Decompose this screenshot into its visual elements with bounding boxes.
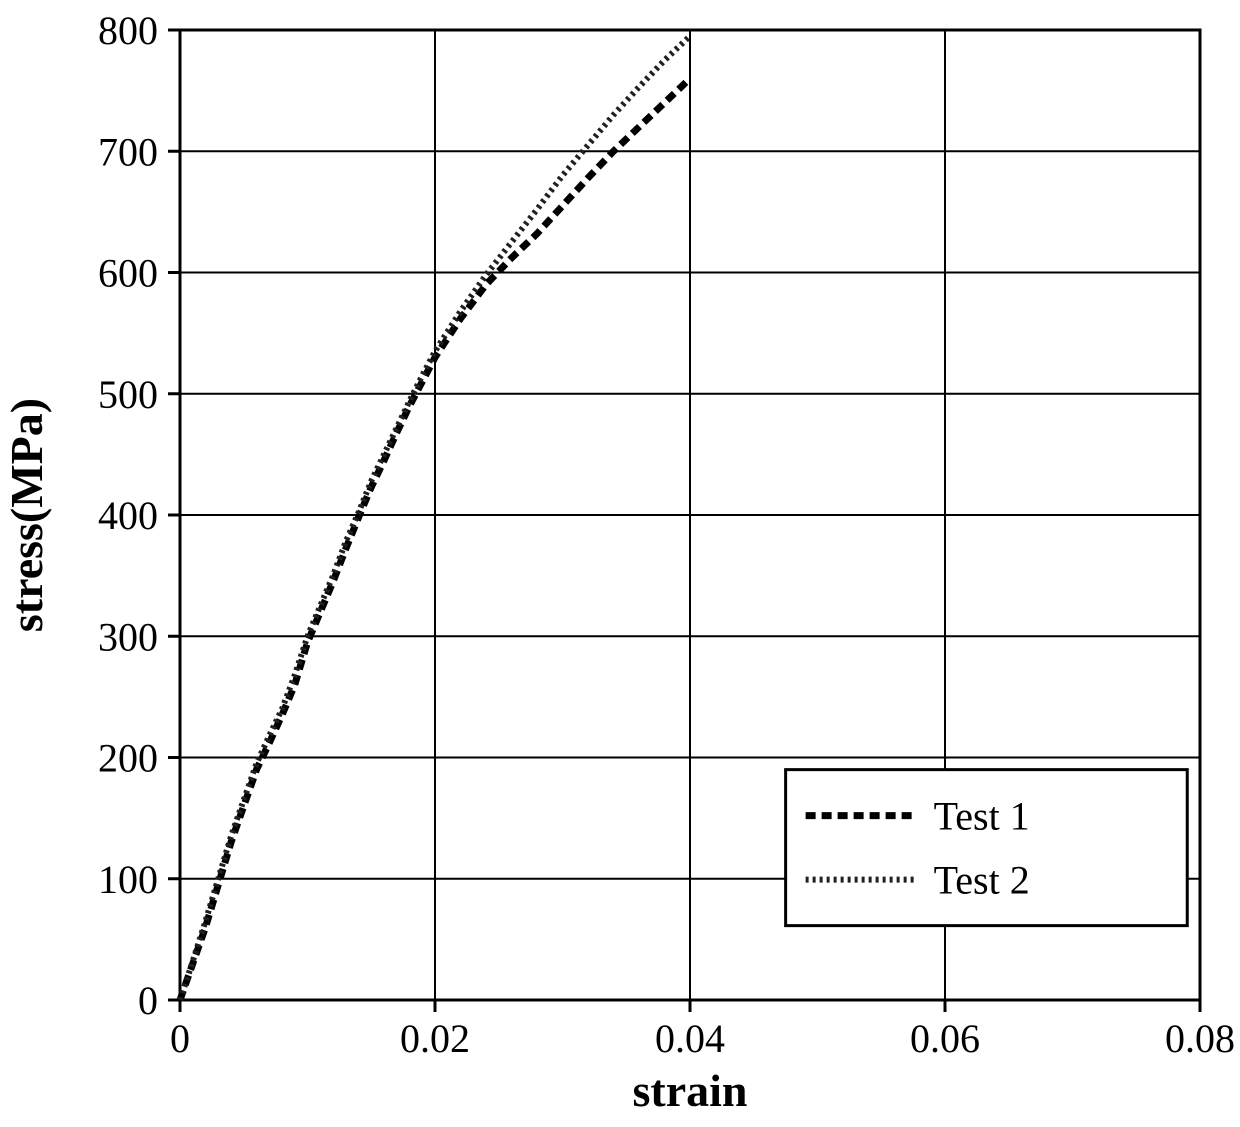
y-tick-label: 200: [98, 736, 158, 781]
x-tick-label: 0.04: [655, 1016, 725, 1061]
legend-label-1: Test 2: [934, 858, 1030, 903]
y-tick-label: 800: [98, 8, 158, 53]
y-tick-label: 0: [138, 978, 158, 1023]
y-tick-label: 400: [98, 493, 158, 538]
x-tick-label: 0.06: [910, 1016, 980, 1061]
y-tick-label: 300: [98, 614, 158, 659]
x-tick-label: 0.02: [400, 1016, 470, 1061]
y-tick-label: 700: [98, 129, 158, 174]
x-axis-label: strain: [633, 1065, 748, 1116]
stress-strain-chart: 0 0.02 0.04 0.06 0.08 0 100 200 300 400 500 600 700 8…: [0, 0, 1240, 1127]
chart-background: [0, 0, 1240, 1127]
y-tick-label: 500: [98, 372, 158, 417]
y-tick-label: 600: [98, 251, 158, 296]
y-axis-label: stress(MPa): [1, 398, 52, 632]
legend-label-0: Test 1: [934, 794, 1030, 839]
y-tick-label: 100: [98, 857, 158, 902]
x-tick-label: 0.08: [1165, 1016, 1235, 1061]
x-tick-label: 0: [170, 1016, 190, 1061]
